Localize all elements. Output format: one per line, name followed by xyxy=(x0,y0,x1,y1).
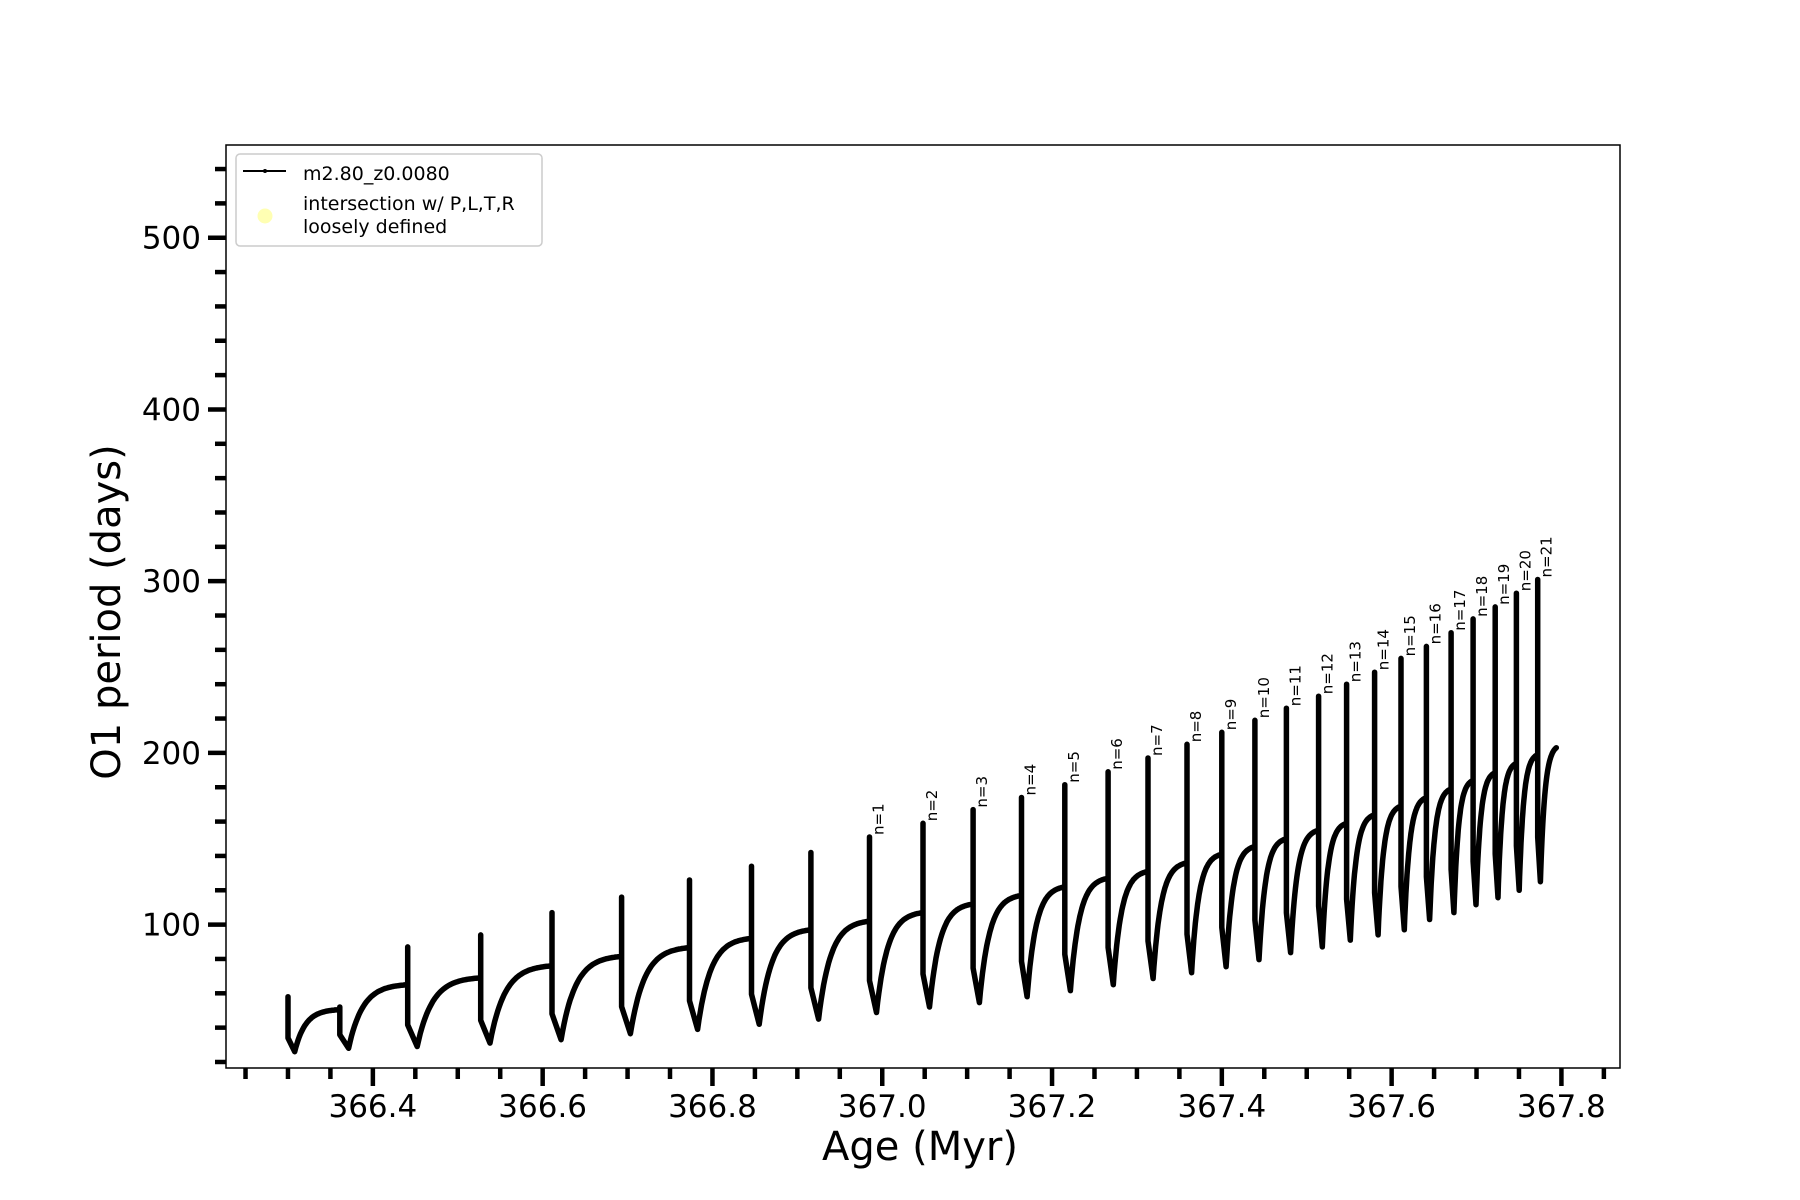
legend-box xyxy=(235,153,543,247)
legend-label-intersection-line2: loosely defined xyxy=(303,216,447,238)
spike-label: n=14 xyxy=(1375,629,1393,670)
spike-labels: n=1 n=2 n=3 n=4 n=5 n=6 n=7 n=8 n=9 n=10 n=11 n=12 n… xyxy=(870,536,1556,835)
spike-label: n=12 xyxy=(1319,653,1337,694)
series-m2.80_z0.0080 xyxy=(285,576,1560,1055)
spike-label: n=18 xyxy=(1473,576,1491,617)
spike-label: n=1 xyxy=(870,803,888,835)
series-line xyxy=(285,576,1560,1055)
x-tick-label: 367.2 xyxy=(1008,1089,1097,1125)
legend-dot-marker xyxy=(263,169,267,173)
x-tick-label: 367.4 xyxy=(1177,1089,1266,1125)
y-tick-label: 500 xyxy=(142,221,201,257)
spike-label: n=11 xyxy=(1286,665,1304,706)
x-tick-label: 367.0 xyxy=(838,1089,927,1125)
spike-label: n=4 xyxy=(1022,764,1040,796)
y-tick-label: 300 xyxy=(142,564,201,600)
spike-label: n=19 xyxy=(1495,564,1513,605)
x-tick-label: 366.4 xyxy=(328,1089,417,1125)
spike-label: n=7 xyxy=(1148,724,1166,756)
spike-label: n=3 xyxy=(973,776,991,808)
spike-label: n=10 xyxy=(1255,677,1273,718)
spike-label: n=20 xyxy=(1516,550,1534,591)
legend-label-series: m2.80_z0.0080 xyxy=(303,163,450,185)
spike-label: n=5 xyxy=(1065,751,1083,783)
x-axis-label: Age (Myr) xyxy=(822,1124,1018,1170)
y-axis: 100 200 300 400 500 xyxy=(142,166,226,1065)
y-axis-label: O1 period (days) xyxy=(84,444,130,779)
legend: m2.80_z0.0080 intersection w/ P,L,T,R lo… xyxy=(235,153,543,247)
spike-label: n=6 xyxy=(1108,738,1126,770)
y-tick-label: 400 xyxy=(142,392,201,428)
x-tick-label: 366.8 xyxy=(668,1089,757,1125)
x-tick-label: 366.6 xyxy=(498,1089,587,1125)
spike-label: n=8 xyxy=(1187,711,1205,743)
x-tick-label: 367.8 xyxy=(1517,1089,1606,1125)
y-tick-label: 200 xyxy=(142,736,201,772)
legend-label-intersection-line1: intersection w/ P,L,T,R xyxy=(303,193,515,215)
spike-label: n=21 xyxy=(1538,536,1556,577)
spike-label: n=13 xyxy=(1347,641,1365,682)
legend-intersection-marker xyxy=(257,208,273,224)
spike-label: n=9 xyxy=(1222,699,1240,731)
spike-label: n=17 xyxy=(1451,590,1469,631)
x-axis: 366.4 366.6 366.8 367.0 367.2 367.4 367.6 367.8 xyxy=(243,1068,1607,1125)
spike-label: n=16 xyxy=(1426,603,1444,644)
x-tick-label: 367.6 xyxy=(1347,1089,1436,1125)
y-tick-label: 100 xyxy=(142,908,201,944)
spike-label: n=15 xyxy=(1401,615,1419,656)
spike-label: n=2 xyxy=(923,790,941,822)
